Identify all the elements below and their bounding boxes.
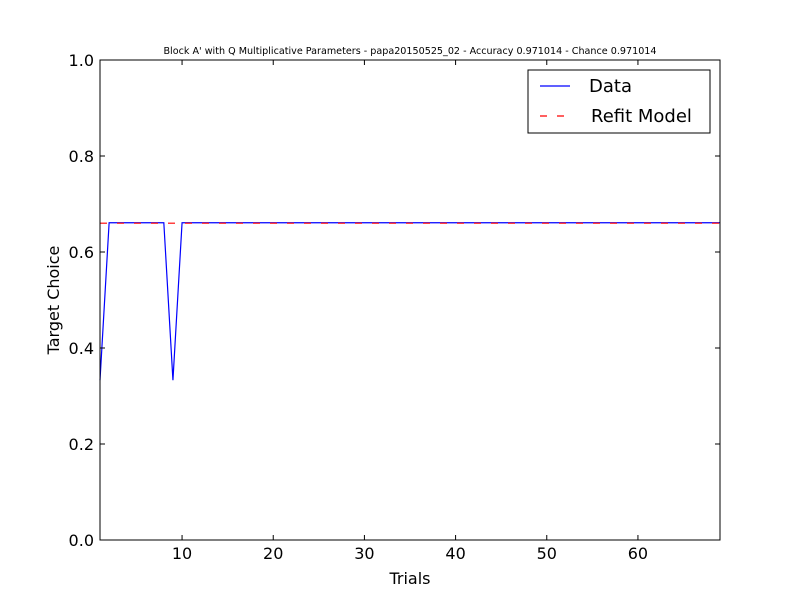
legend: Data Refit Model — [527, 69, 711, 134]
legend-box — [527, 69, 711, 134]
x-axis-label: Trials — [388, 569, 430, 588]
ticks-layer: 10 20 30 40 50 60 0.0 0.2 0.4 0.6 0.8 1.0 — [69, 51, 720, 563]
y-tick-label: 0.8 — [69, 147, 94, 166]
x-tick-label: 30 — [354, 544, 374, 563]
x-tick-label: 10 — [172, 544, 192, 563]
y-tick-label: 1.0 — [69, 51, 94, 70]
y-tick-label: 0.2 — [69, 435, 94, 454]
x-tick-label: 40 — [445, 544, 465, 563]
series-layer — [99, 222, 720, 381]
plot-frame — [99, 59, 721, 541]
y-tick-label: 0.0 — [69, 531, 94, 550]
x-tick-label: 60 — [628, 544, 648, 563]
y-tick-label: 0.4 — [69, 339, 94, 358]
x-tick-label: 20 — [263, 544, 283, 563]
y-tick-label: 0.6 — [69, 243, 94, 262]
y-axis-label: Target Choice — [44, 246, 63, 356]
legend-label-data: Data — [589, 76, 632, 97]
x-tick-label: 50 — [537, 544, 557, 563]
legend-label-refit-model: Refit Model — [591, 106, 692, 127]
chart-title: Block A' with Q Multiplicative Parameter… — [163, 46, 656, 57]
